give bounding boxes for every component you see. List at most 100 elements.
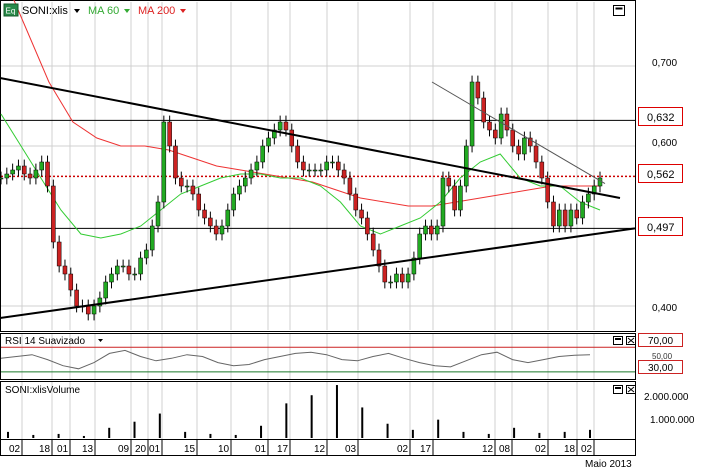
chevron-down-icon[interactable]: [180, 9, 186, 13]
candle-body: [516, 145, 521, 155]
candle-body: [149, 225, 155, 251]
candle-body: [330, 161, 335, 164]
candle-body: [359, 209, 364, 219]
maximize-button[interactable]: [613, 5, 625, 16]
candle-body: [370, 233, 376, 251]
candle-body: [126, 265, 132, 275]
candle-body: [27, 173, 33, 179]
x-axis-tick: 02: [535, 444, 547, 455]
volume-bar: [538, 432, 541, 438]
candle-body: [68, 273, 74, 291]
candle-body: [109, 273, 114, 283]
x-axis-tick: 01: [149, 444, 161, 455]
eq-icon: [3, 3, 19, 17]
candle-body: [446, 177, 452, 187]
candle-body: [481, 97, 486, 123]
level-label: 0,497: [647, 222, 675, 234]
candle-body: [312, 169, 318, 172]
price-tick: 0,600: [652, 138, 677, 149]
maximize-button[interactable]: [613, 336, 623, 345]
candle-body: [382, 265, 388, 283]
candle-body: [115, 265, 120, 275]
price-tick: 0,700: [652, 58, 677, 69]
candle-body: [4, 173, 10, 179]
x-axis-tick: 01: [255, 444, 267, 455]
candle-body: [365, 217, 370, 235]
chevron-down-icon[interactable]: [98, 339, 103, 342]
rsi-label[interactable]: RSI 14 Suavizado: [5, 336, 85, 347]
volume-bar: [108, 427, 111, 438]
candle-body: [376, 249, 382, 267]
candle-body: [562, 209, 568, 227]
symbol-label[interactable]: SONI:xlis: [22, 5, 68, 17]
volume-tick: 2.000.000: [644, 392, 689, 403]
candle-body: [120, 265, 126, 268]
x-axis-tick: 02: [581, 444, 593, 455]
level-box: [638, 164, 683, 183]
close-button[interactable]: [626, 385, 636, 394]
price-panel: [0, 0, 636, 332]
candle-body: [388, 281, 393, 284]
ma60-polyline: [0, 113, 601, 239]
volume-bar: [513, 427, 516, 438]
maximize-button[interactable]: [613, 385, 623, 394]
volume-bar: [7, 431, 9, 438]
candle-body: [411, 257, 417, 275]
ma200-label[interactable]: MA 200: [138, 5, 175, 17]
ma200-line: [13, 0, 600, 207]
candle-body: [463, 145, 469, 187]
x-axis-tick: 09: [118, 444, 130, 455]
candle-body: [39, 161, 44, 171]
candle-body: [557, 209, 562, 227]
close-button[interactable]: [626, 336, 636, 345]
volume-bar: [386, 423, 389, 438]
candle-body: [417, 233, 422, 259]
downtrend-line: [0, 77, 621, 199]
ma60-line: [0, 113, 601, 239]
volume-label[interactable]: SONI:xlisVolume: [5, 385, 80, 396]
ma200-polyline: [13, 0, 600, 207]
candle-body: [155, 201, 161, 227]
chevron-down-icon[interactable]: [74, 9, 80, 13]
candle-body: [306, 169, 312, 172]
ma60-label[interactable]: MA 60: [88, 5, 119, 17]
x-axis-tick: 18: [564, 444, 576, 455]
candle-body: [260, 145, 265, 163]
candle-body: [16, 165, 21, 171]
trend-lines: [0, 77, 636, 319]
volume-bars: [7, 385, 591, 438]
candle-body: [161, 121, 167, 203]
x-axis-tick: 20: [135, 444, 147, 455]
volume-bar: [184, 431, 187, 438]
x-axis-tick: 17: [420, 444, 432, 455]
candle-body: [469, 81, 475, 147]
volume-bar: [335, 385, 338, 438]
candle-body: [33, 169, 39, 179]
rsi-panel: [0, 333, 636, 380]
price-candles: [0, 75, 603, 321]
candle-body: [574, 209, 579, 219]
candle-body: [434, 225, 440, 235]
candle-body: [179, 177, 184, 187]
candle-body: [394, 273, 399, 283]
x-axis-tick: 02: [9, 444, 21, 455]
candle-body: [0, 177, 4, 180]
candle-body: [56, 241, 62, 267]
x-axis-tick: 17: [277, 444, 289, 455]
month-label: Maio 2013: [585, 459, 632, 470]
volume-bar: [361, 407, 364, 438]
volume-bar: [563, 431, 566, 438]
candle-body: [138, 257, 143, 275]
chevron-down-icon[interactable]: [124, 9, 130, 13]
rsi-tick: 50,00: [652, 352, 673, 361]
candle-body: [504, 113, 510, 131]
volume-bar: [462, 431, 465, 438]
candle-body: [341, 169, 347, 179]
candle-body: [586, 193, 591, 203]
axis-labels: 02 18 01 13 09 20 01 15 10 01 17 12 03 02 17 12 08 02 18 02: [9, 440, 595, 455]
x-axis-tick: 13: [82, 444, 94, 455]
candle-body: [405, 273, 411, 283]
candle-body: [539, 161, 545, 179]
volume-bar: [133, 421, 136, 438]
